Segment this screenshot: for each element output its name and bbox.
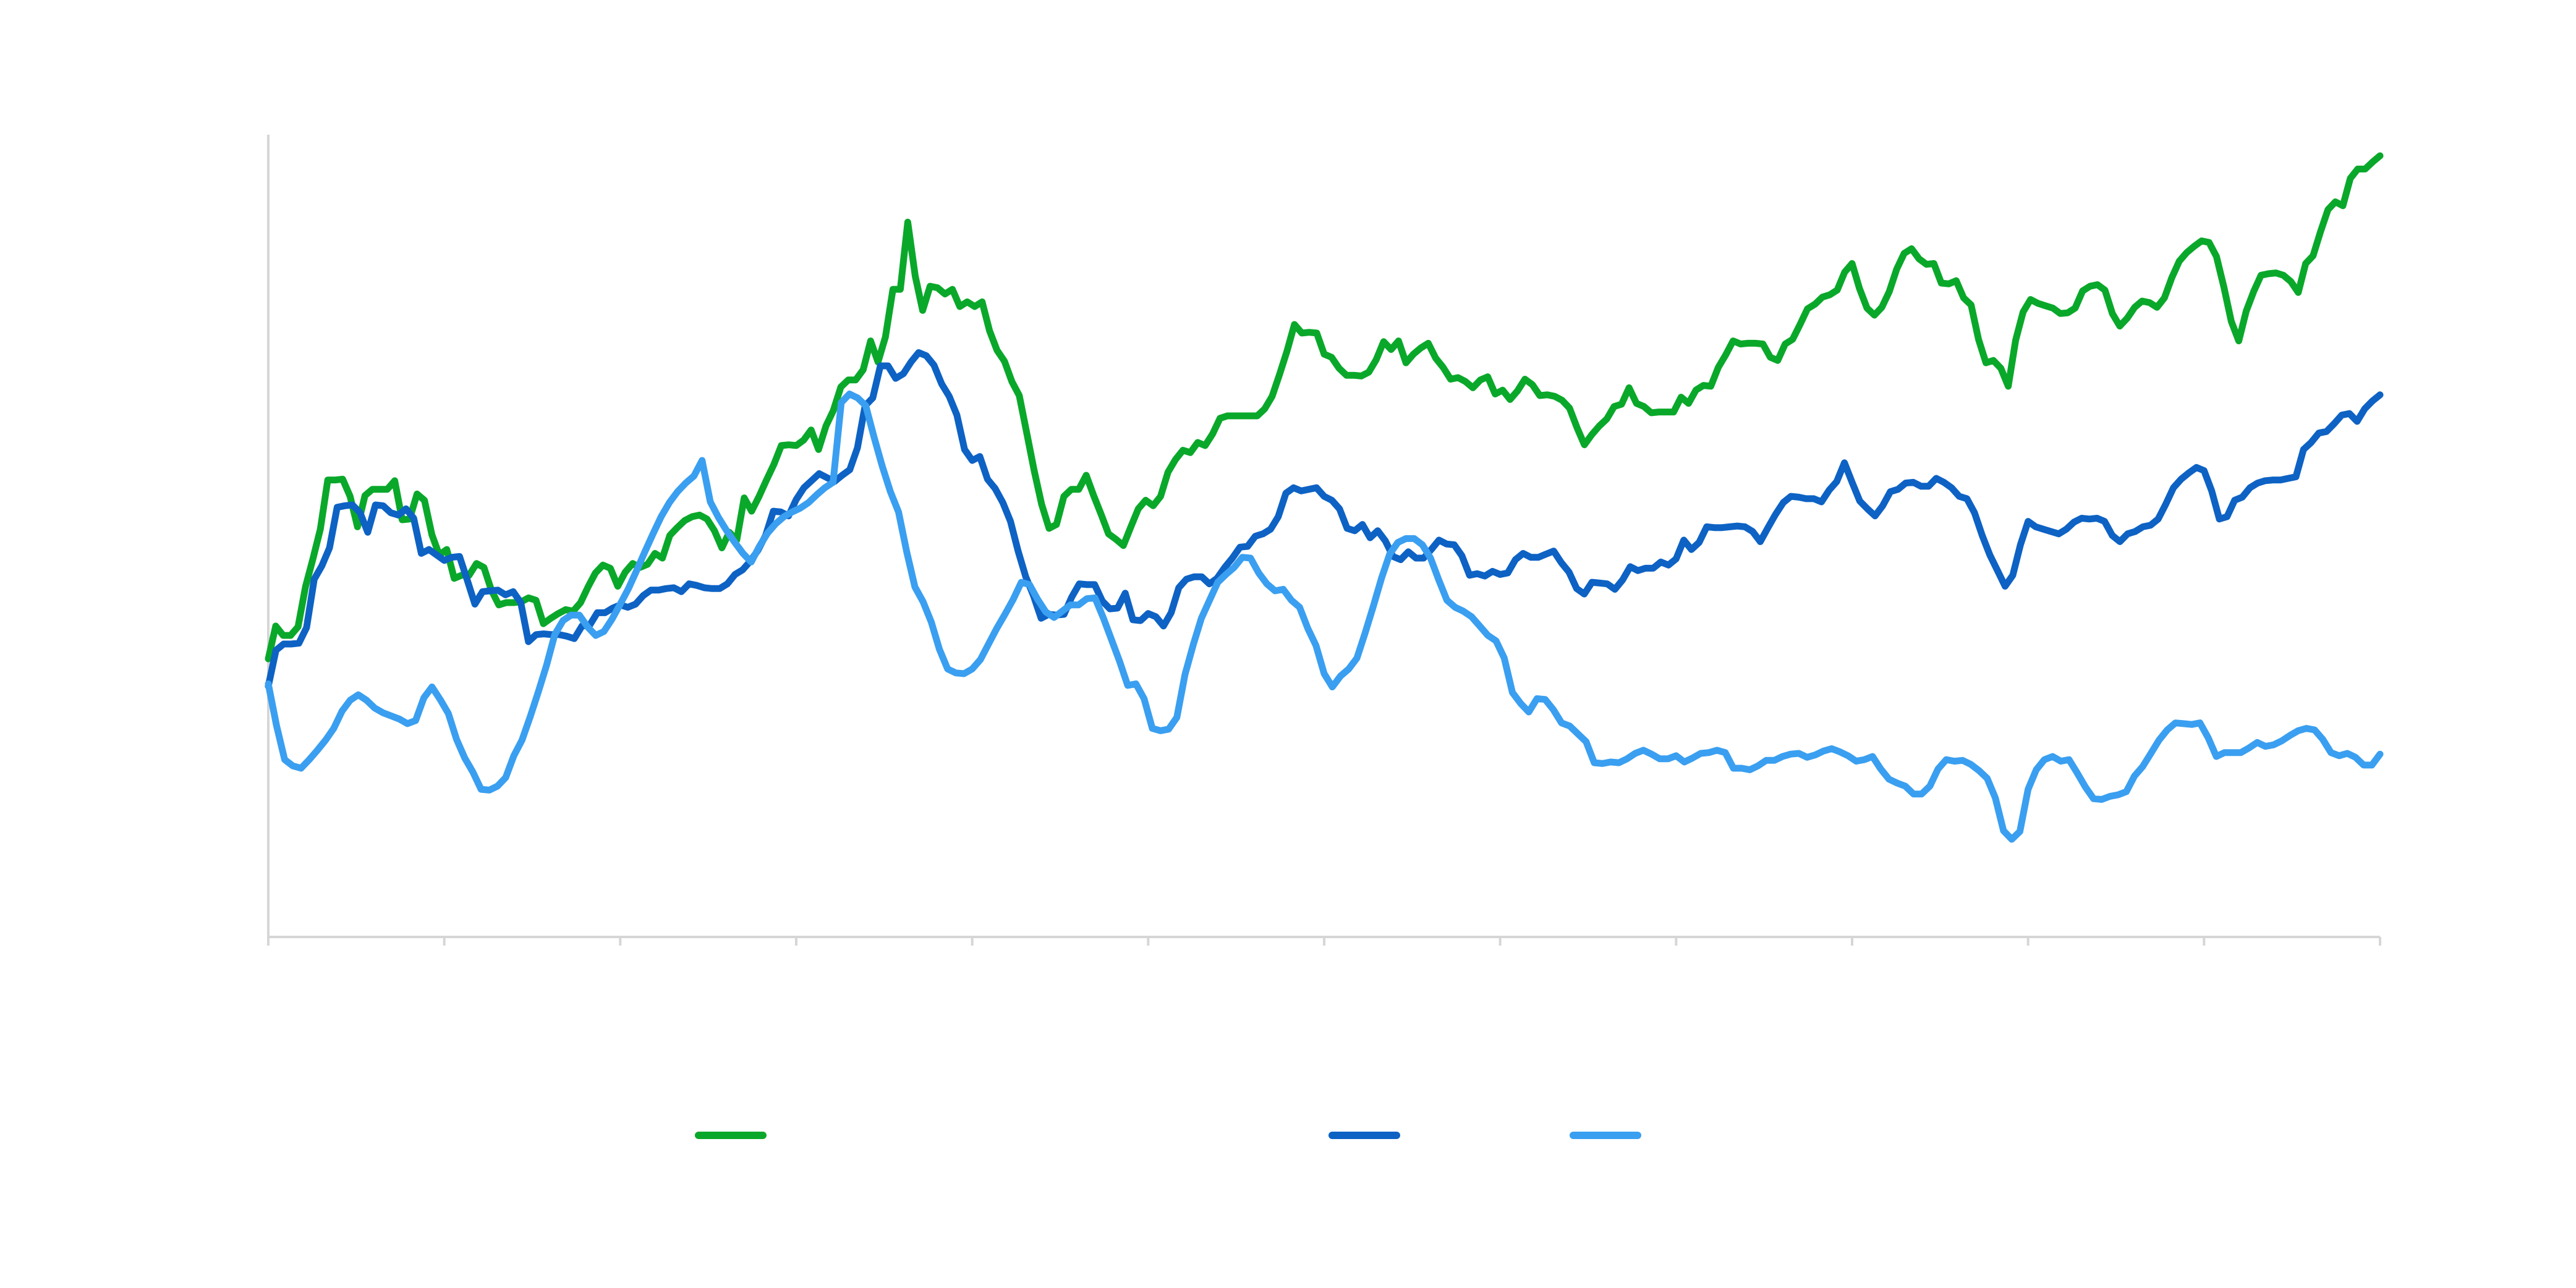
series-layer [265, 152, 2384, 843]
series-line-2 [265, 349, 2384, 690]
axes [267, 135, 2381, 946]
x-axis-ticks [267, 937, 2381, 946]
series-line-3 [265, 391, 2384, 843]
series-line-1 [265, 152, 2384, 663]
